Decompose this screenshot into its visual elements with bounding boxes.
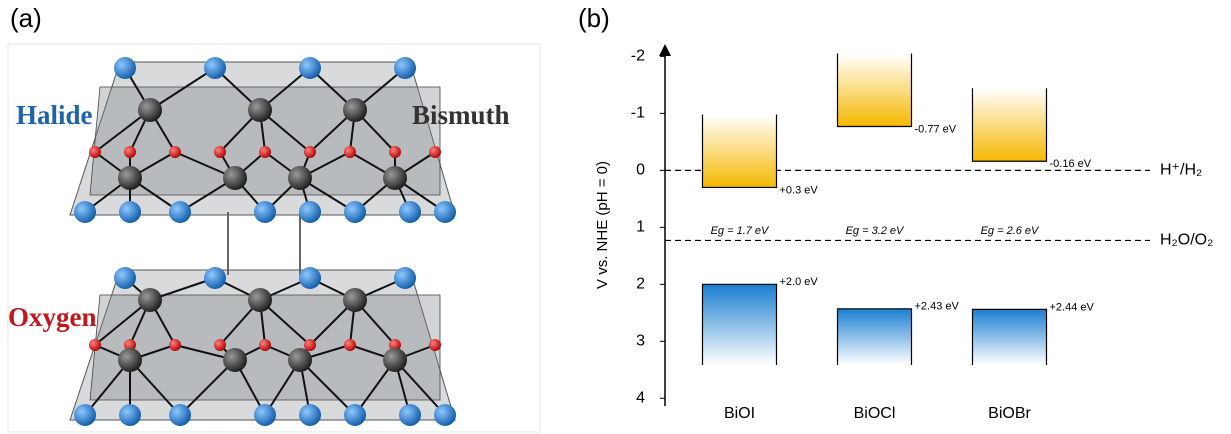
bismuth-atom [248, 98, 272, 122]
oxygen-atom [389, 146, 401, 158]
halide-atom [204, 267, 226, 289]
crystal-structure [70, 57, 456, 426]
value-label: +2.0 eV [780, 276, 819, 288]
y-axis-label: V vs. NHE (pH = 0) [594, 161, 611, 289]
oxygen-atom [169, 146, 181, 158]
conduction-band [838, 53, 912, 126]
bismuth-atom [138, 288, 162, 312]
oxygen-atom [344, 146, 356, 158]
oxygen-atom [259, 339, 271, 351]
halide-atom [299, 267, 321, 289]
oxygen-atom [344, 339, 356, 351]
halide-atom [344, 201, 366, 223]
oxygen-atom [304, 339, 316, 351]
valence-band [703, 284, 777, 365]
bismuth-atom [223, 348, 247, 372]
atom-label: Bismuth [412, 100, 510, 130]
halide-atom [114, 57, 136, 79]
y-tick-label: 0 [636, 162, 645, 179]
bismuth-atom [383, 348, 407, 372]
atom-label: Halide [16, 100, 93, 130]
bismuth-atom [118, 348, 142, 372]
valence-band [973, 309, 1047, 365]
halide-atom [299, 57, 321, 79]
bismuth-atom [343, 98, 367, 122]
oxygen-atom [214, 339, 226, 351]
conduction-band [973, 88, 1047, 161]
bismuth-atom [288, 348, 312, 372]
halide-atom [299, 404, 321, 426]
halide-atom [394, 57, 416, 79]
bismuth-atom [383, 166, 407, 190]
halide-atom [399, 201, 421, 223]
reference-label: H₂O/O₂ [1160, 232, 1213, 249]
halide-atom [169, 404, 191, 426]
y-tick-label: 4 [636, 390, 645, 407]
halide-atom [119, 404, 141, 426]
halide-atom [169, 201, 191, 223]
halide-atom [399, 404, 421, 426]
bismuth-atom [288, 166, 312, 190]
halide-atom [394, 267, 416, 289]
halide-atom [74, 404, 96, 426]
value-label: -0.16 eV [1050, 158, 1092, 170]
bismuth-atom [118, 166, 142, 190]
halide-atom [254, 404, 276, 426]
oxygen-atom [89, 146, 101, 158]
halide-atom [434, 201, 456, 223]
halide-atom [299, 201, 321, 223]
x-tick-label: BiOCl [854, 405, 896, 422]
band-gap-label: Eg = 3.2 eV [846, 225, 905, 237]
bismuth-atom [343, 288, 367, 312]
conduction-band [703, 114, 777, 187]
value-label: +0.3 eV [780, 184, 819, 196]
panel-label: (b) [578, 3, 610, 33]
y-tick-label: 3 [636, 333, 645, 350]
oxygen-atom [429, 146, 441, 158]
panel-label: (a) [10, 3, 42, 33]
band-gap-label: Eg = 1.7 eV [711, 225, 770, 237]
oxygen-atom [89, 339, 101, 351]
halide-atom [254, 201, 276, 223]
atom-label: Oxygen [8, 302, 97, 332]
value-label: +2.43 eV [915, 301, 960, 313]
halide-atom [74, 201, 96, 223]
halide-atom [114, 267, 136, 289]
band-gap-label: Eg = 2.6 eV [981, 225, 1040, 237]
value-label: -0.77 eV [915, 123, 957, 135]
axis-arrow [659, 44, 671, 56]
halide-atom [434, 404, 456, 426]
bismuth-atom [138, 98, 162, 122]
oxygen-atom [169, 339, 181, 351]
x-tick-label: BiOI [724, 405, 755, 422]
reference-label: H⁺/H₂ [1160, 162, 1202, 179]
valence-band [838, 309, 912, 365]
y-tick-label: 2 [636, 276, 645, 293]
oxygen-atom [214, 146, 226, 158]
halide-atom [344, 404, 366, 426]
bismuth-atom [248, 288, 272, 312]
bismuth-atom [223, 166, 247, 190]
y-tick-label: -1 [631, 105, 645, 122]
halide-atom [119, 201, 141, 223]
oxygen-atom [259, 146, 271, 158]
oxygen-atom [429, 339, 441, 351]
figure: (a) Halide Bismuth Oxygen (b) V vs. NHE … [0, 0, 1231, 434]
y-tick-label: 1 [636, 219, 645, 236]
oxygen-atom [124, 146, 136, 158]
halide-atom [204, 57, 226, 79]
value-label: +2.44 eV [1050, 301, 1095, 313]
x-tick-label: BiOBr [988, 405, 1031, 422]
y-tick-label: -2 [631, 48, 645, 65]
oxygen-atom [304, 146, 316, 158]
